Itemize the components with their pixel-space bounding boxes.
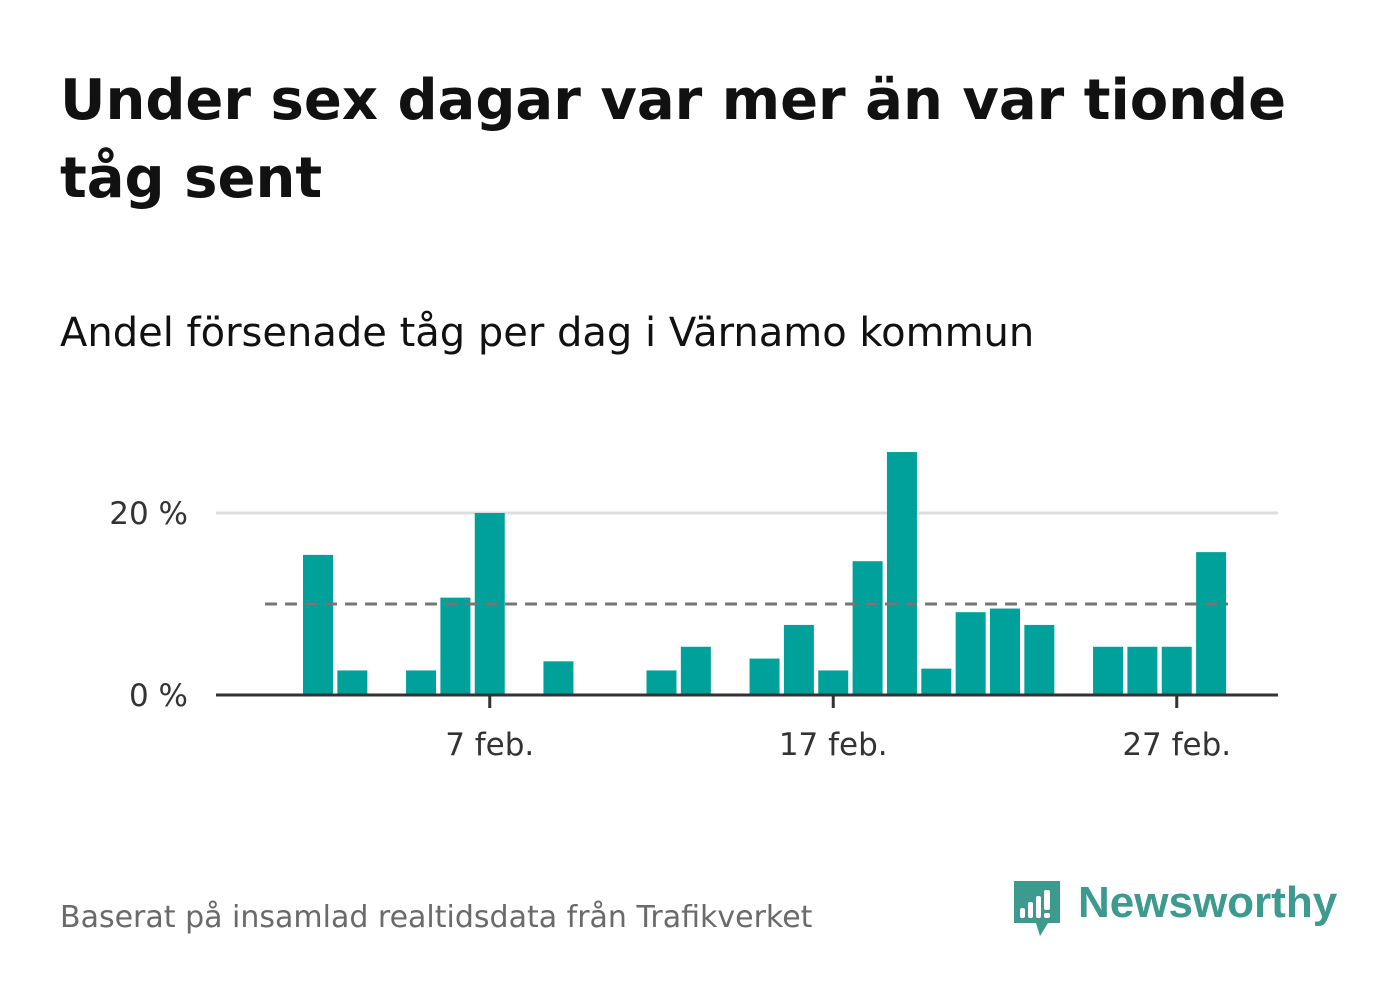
bar-21feb xyxy=(955,612,986,695)
bar-19feb xyxy=(886,452,917,695)
bar-18feb xyxy=(852,561,883,695)
bar-15feb xyxy=(749,658,780,695)
brand-name: Newsworthy xyxy=(1078,878,1338,927)
bars xyxy=(303,452,1227,695)
newsworthy-logo-icon xyxy=(1014,881,1060,936)
y-tick-label: 0 % xyxy=(129,678,188,714)
bar-13feb xyxy=(680,646,711,695)
bar-23feb xyxy=(1024,624,1055,695)
bar-26feb xyxy=(1127,646,1158,695)
bar-17feb xyxy=(818,670,849,695)
axes: 0 % 20 % 7 feb. 17 feb. 27 feb. xyxy=(109,496,1278,763)
bar-27feb xyxy=(1161,646,1192,695)
newsworthy-brand: Newsworthy xyxy=(1010,878,1337,944)
bar-20feb xyxy=(921,668,952,695)
bar-16feb xyxy=(783,624,814,695)
y-tick-label: 20 % xyxy=(109,496,188,532)
chart-title: Under sex dagar var mer än var tionde tå… xyxy=(60,68,1287,211)
bar-22feb xyxy=(990,608,1020,695)
x-tick-label: 27 feb. xyxy=(1122,727,1231,763)
bar-6feb xyxy=(440,597,471,695)
bar-12feb xyxy=(646,670,677,695)
bar-25feb xyxy=(1093,646,1124,695)
bar-28feb xyxy=(1196,552,1227,695)
bar-2feb xyxy=(303,554,333,695)
chart-subtitle: Andel försenade tåg per dag i Värnamo ko… xyxy=(60,310,1035,356)
source-note: Baserat på insamlad realtidsdata från Tr… xyxy=(60,900,813,935)
bar-3feb xyxy=(337,670,368,695)
x-tick-label: 17 feb. xyxy=(779,727,888,763)
bar-5feb xyxy=(406,670,437,695)
x-tick-label: 7 feb. xyxy=(445,727,534,763)
bar-9feb xyxy=(543,661,574,695)
